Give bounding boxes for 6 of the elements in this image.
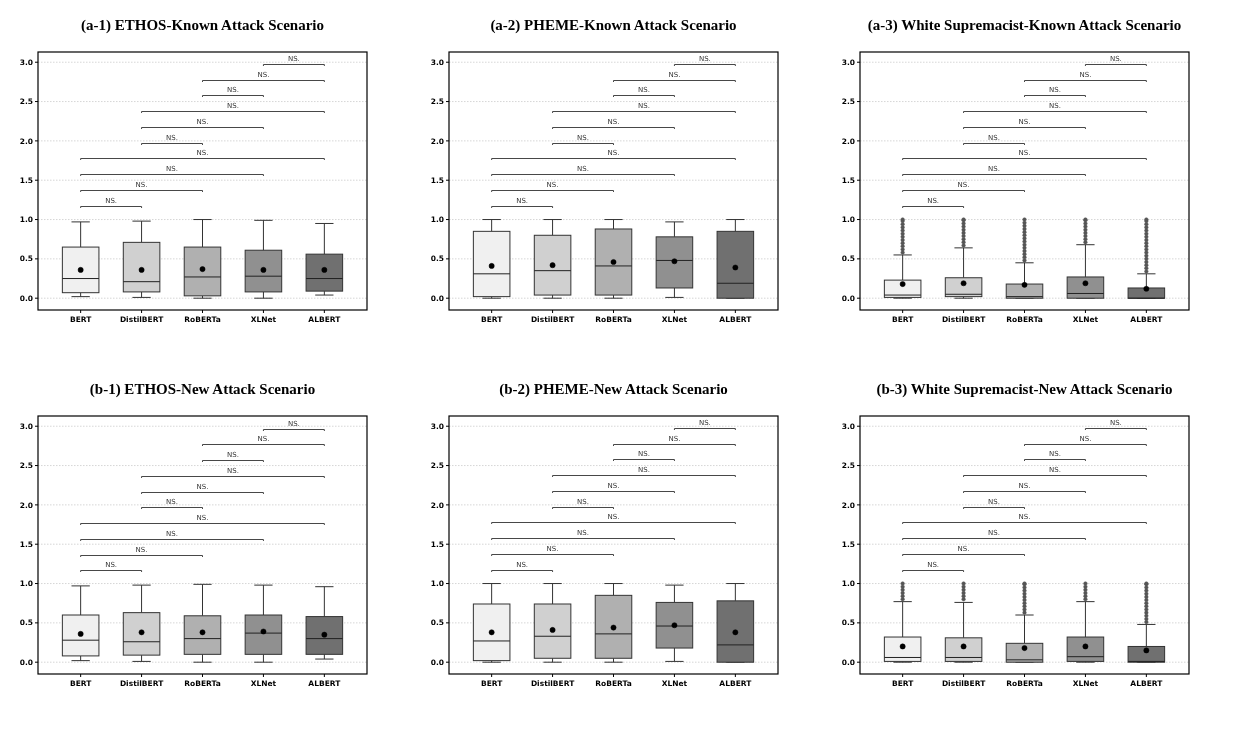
- chart-title: (a-1) ETHOS-Known Attack Scenario: [81, 17, 324, 34]
- chart-title: (b-3) White Supremacist-New Attack Scenario: [876, 381, 1173, 398]
- chart-title: (a-3) White Supremacist-Known Attack Scenario: [867, 17, 1182, 34]
- chart-title: (b-2) PHEME-New Attack Scenario: [499, 381, 728, 398]
- chart-title: (b-1) ETHOS-New Attack Scenario: [89, 381, 316, 398]
- chart-title: (a-2) PHEME-Known Attack Scenario: [490, 17, 737, 34]
